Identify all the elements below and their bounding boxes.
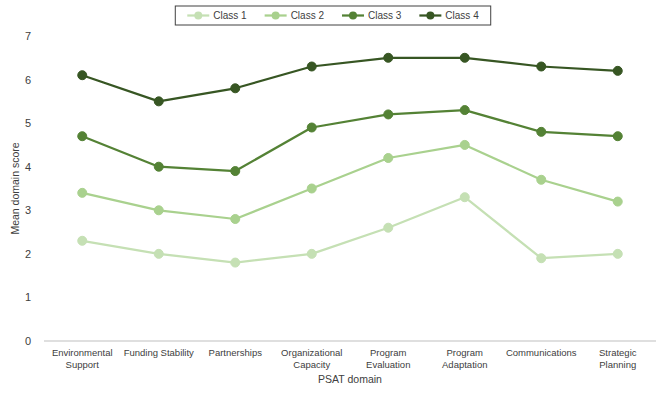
series-marker: [613, 249, 622, 258]
series-marker: [613, 197, 622, 206]
x-tick-label-line: Program: [370, 347, 407, 358]
series-marker: [537, 254, 546, 263]
legend-label: Class 2: [291, 10, 325, 21]
legend-marker: [349, 12, 357, 20]
legend-label: Class 4: [445, 10, 479, 21]
x-tick-label-line: Environmental: [52, 347, 113, 358]
series-marker: [613, 132, 622, 141]
y-tick: [41, 79, 44, 80]
y-tick: [41, 36, 44, 37]
y-axis-line: [44, 36, 45, 341]
x-tick-label: ProgramAdaptation: [442, 347, 487, 370]
series-marker: [154, 97, 163, 106]
series-marker: [384, 53, 393, 62]
y-tick-label: 0: [25, 335, 31, 347]
chart: 0 1 2 3 4 5 6 7 EnvironmentalSupport Funding Stab…: [0, 0, 666, 398]
series-marker: [78, 236, 87, 245]
y-tick: [41, 253, 44, 254]
legend-marker: [194, 12, 202, 20]
legend-marker: [272, 12, 280, 20]
y-tick-label: 3: [25, 204, 31, 216]
series-line: [82, 145, 618, 219]
x-tick-label-line: Planning: [599, 359, 636, 370]
series-marker: [78, 188, 87, 197]
series-marker: [78, 132, 87, 141]
x-axis-title: PSAT domain: [318, 373, 382, 385]
x-tick-label-line: Capacity: [293, 359, 330, 370]
x-tick-label-line: Support: [66, 359, 100, 370]
series-line: [82, 197, 618, 262]
y-tick: [41, 210, 44, 211]
x-tick-label-line: Strategic: [599, 347, 637, 358]
series-marker: [307, 62, 316, 71]
x-tick-label: StrategicPlanning: [599, 347, 637, 370]
series-marker: [460, 106, 469, 115]
legend-label: Class 3: [368, 10, 402, 21]
series-marker: [537, 127, 546, 136]
x-tick-label-line: Program: [447, 347, 484, 358]
series-marker: [384, 154, 393, 163]
y-axis-title: Mean domain score: [9, 142, 21, 234]
x-tick-label: OrganizationalCapacity: [281, 347, 342, 370]
series-marker: [307, 249, 316, 258]
series-marker: [384, 223, 393, 232]
legend: Class 1 Class 2 Class 3 Class 4: [175, 6, 490, 25]
series-marker: [231, 215, 240, 224]
y-tick-label: 1: [25, 291, 31, 303]
x-tick-label: Communications: [506, 347, 577, 358]
series-marker: [307, 184, 316, 193]
series-marker: [154, 162, 163, 171]
x-tick-label: ProgramEvaluation: [366, 347, 410, 370]
series-marker: [154, 249, 163, 258]
series-marker: [537, 175, 546, 184]
y-tick: [41, 166, 44, 167]
series-marker: [537, 62, 546, 71]
background: [0, 0, 666, 398]
series-line: [82, 58, 618, 102]
x-tick-label-line: Adaptation: [442, 359, 487, 370]
legend-label: Class 1: [213, 10, 247, 21]
series-marker: [307, 123, 316, 132]
x-tick-label: Partnerships: [209, 347, 263, 358]
series-marker: [460, 53, 469, 62]
series-marker: [460, 140, 469, 149]
series-marker: [154, 206, 163, 215]
y-tick-label: 5: [25, 117, 31, 129]
legend-marker: [426, 12, 434, 20]
y-tick-label: 2: [25, 248, 31, 260]
series-marker: [231, 84, 240, 93]
series-marker: [384, 110, 393, 119]
series-marker: [613, 66, 622, 75]
y-tick-label: 6: [25, 74, 31, 86]
plot-area: [78, 53, 623, 267]
y-tick: [41, 297, 44, 298]
series-marker: [231, 167, 240, 176]
series-marker: [78, 71, 87, 80]
x-tick-label-line: Evaluation: [366, 359, 410, 370]
x-tick-label: EnvironmentalSupport: [52, 347, 113, 370]
y-tick-label: 4: [25, 161, 31, 173]
y-tick: [41, 123, 44, 124]
y-tick-label: 7: [25, 30, 31, 42]
x-axis-line: [44, 341, 656, 342]
series-marker: [231, 258, 240, 267]
x-tick-label-line: Organizational: [281, 347, 342, 358]
series-marker: [460, 193, 469, 202]
legend-box: [175, 6, 490, 25]
y-tick: [41, 341, 44, 342]
x-tick-label: Funding Stability: [124, 347, 194, 358]
series-line: [82, 110, 618, 171]
